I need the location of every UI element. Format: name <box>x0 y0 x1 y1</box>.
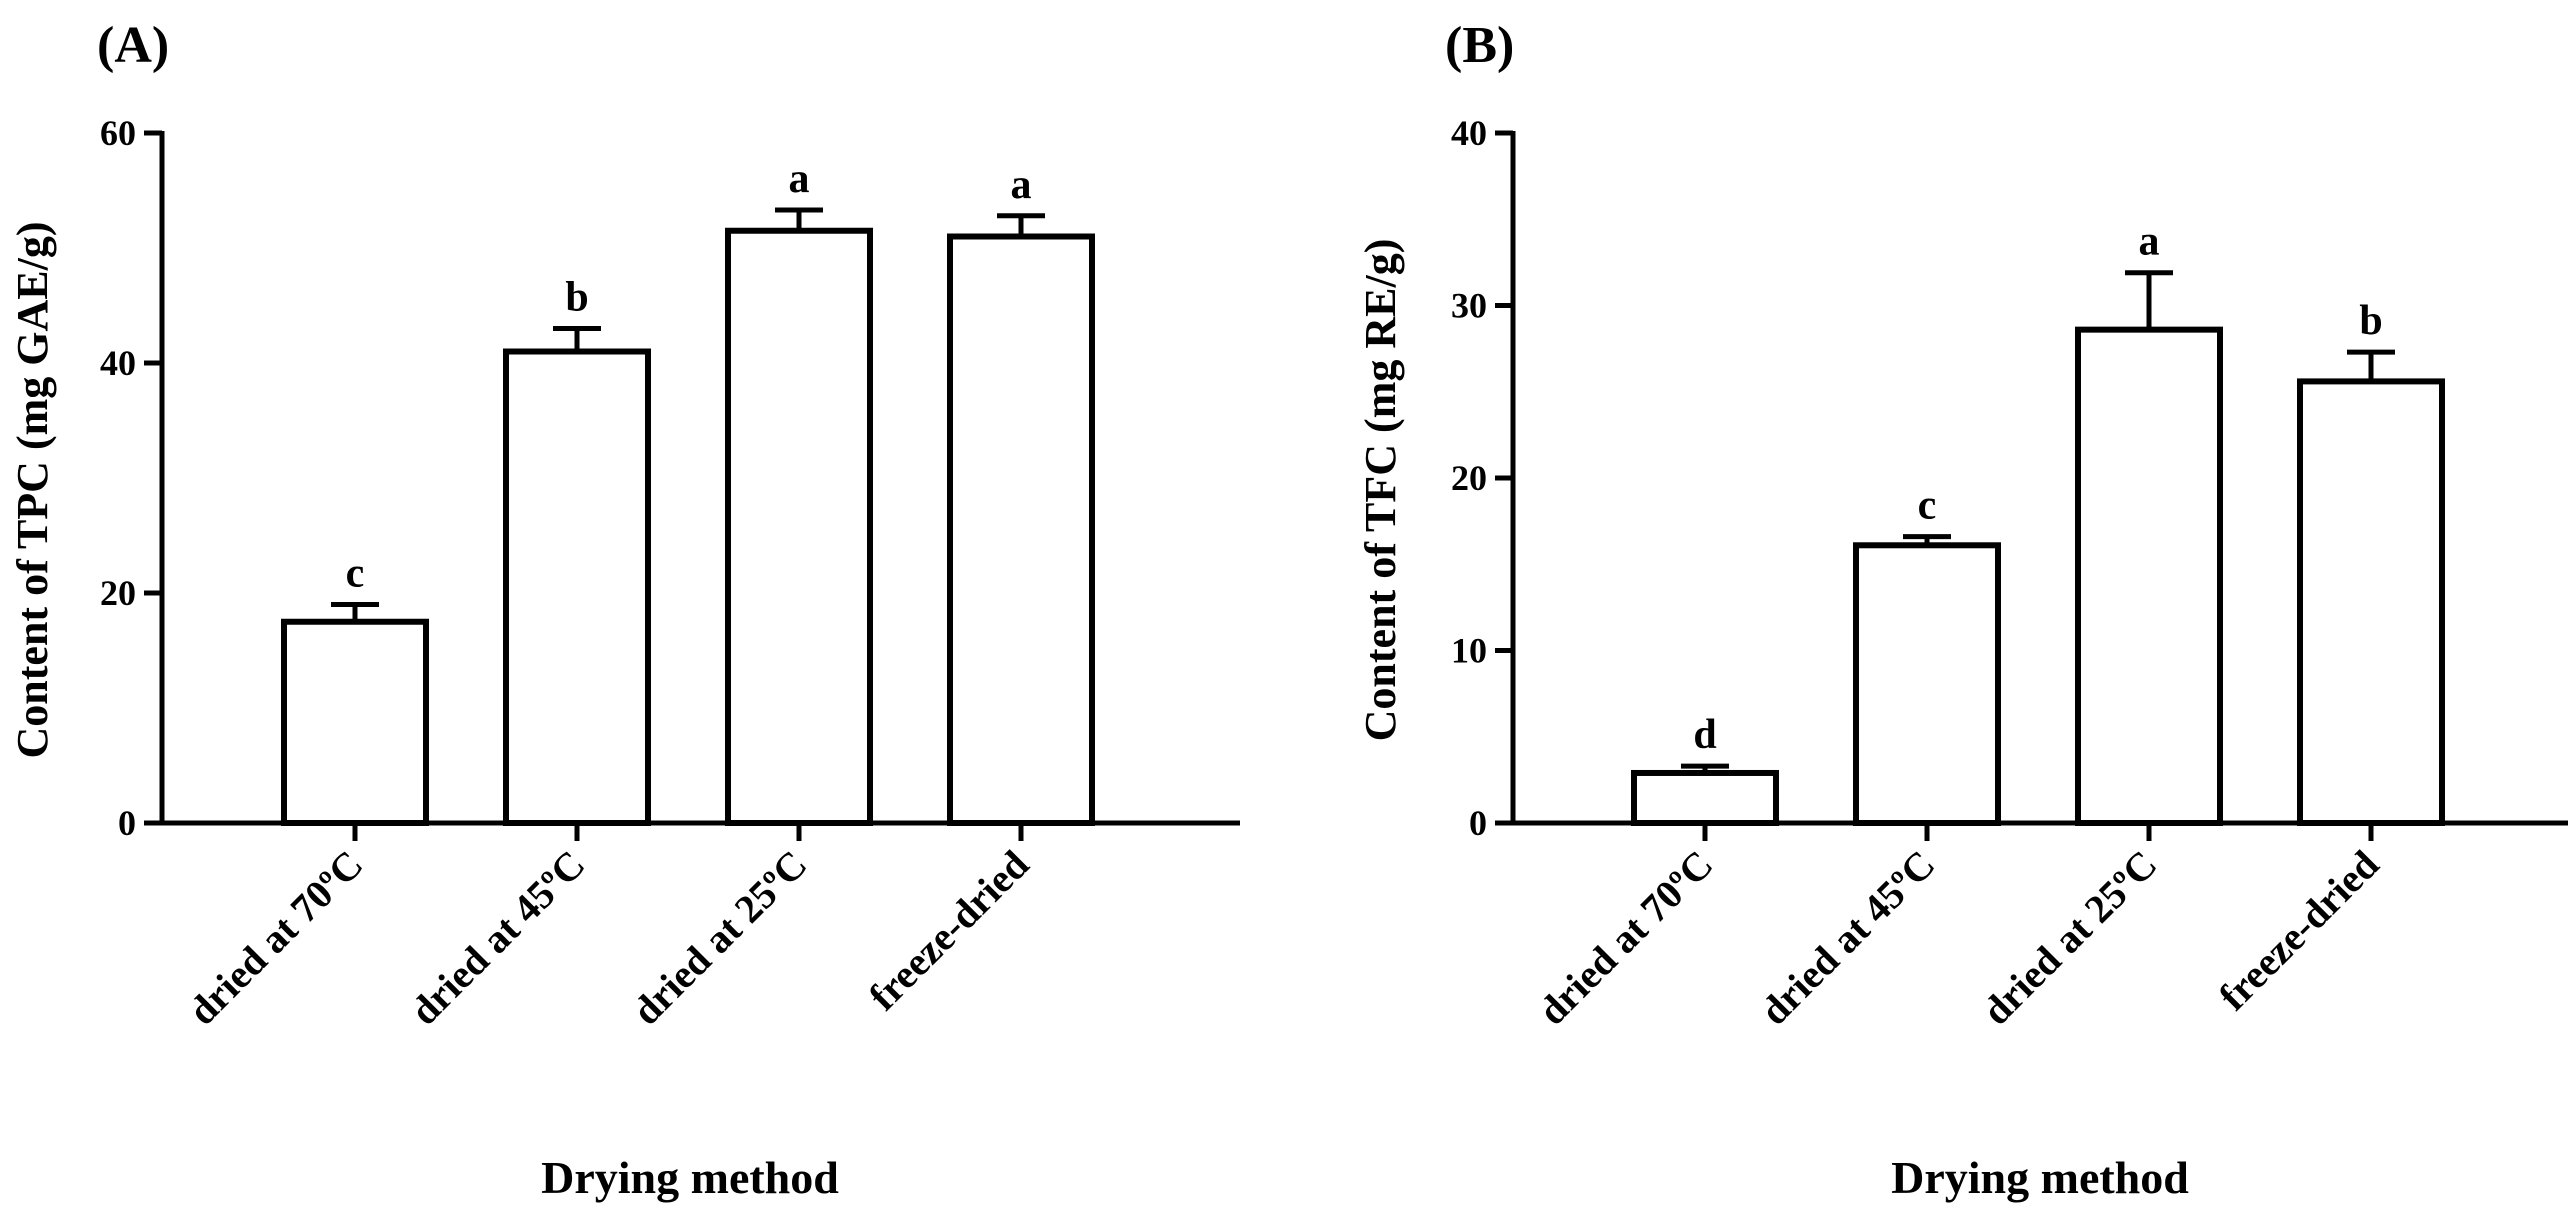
panel-b-y-tick-label: 30 <box>1451 286 1487 326</box>
panel-b-bar <box>1631 769 1779 826</box>
panel-b-category-label: dried at 45ºC <box>1751 842 1943 1034</box>
panel-a-y-tick-label: 0 <box>118 803 136 843</box>
panel-a-bar <box>947 233 1095 826</box>
panel-a-significance-label: b <box>565 275 588 321</box>
panel-b-bar <box>1853 542 2001 827</box>
panel-b-bar <box>2297 378 2445 826</box>
panel-a-x-axis-label: Drying method <box>541 1152 839 1203</box>
panel-a-y-tick-label: 20 <box>100 573 136 613</box>
panel-b-significance-label: b <box>2359 298 2382 344</box>
panel-b-significance-label: c <box>1918 483 1937 529</box>
panel-b-label: (B) <box>1445 17 1514 74</box>
panel-b-y-axis-label: Content of TFC (mg RE/g) <box>1356 239 1405 742</box>
panel-b-category-label: dried at 25ºC <box>1973 842 2165 1034</box>
panel-a-bar <box>503 348 651 826</box>
panel-b-category-label: dried at 70ºC <box>1529 842 1721 1034</box>
panel-a-bar <box>725 227 873 826</box>
panel-a-y-tick-label: 60 <box>100 113 136 153</box>
panel-b-significance-label: a <box>2139 219 2160 265</box>
panel-a: (A) Content of TPC (mg GAE/g) Drying met… <box>8 17 1240 1203</box>
panel-a-bar <box>281 618 429 826</box>
panel-b: (B) Content of TFC (mg RE/g) Drying meth… <box>1356 17 2568 1203</box>
panel-a-y-tick-label: 40 <box>100 343 136 383</box>
panel-a-category-label: freeze-dried <box>860 842 1037 1019</box>
panel-b-y-tick-label: 0 <box>1469 803 1487 843</box>
panel-a-significance-label: a <box>1011 162 1032 208</box>
panel-b-x-axis-label: Drying method <box>1891 1152 2189 1203</box>
panel-b-significance-label: d <box>1693 712 1716 758</box>
panel-a-significance-label: a <box>789 156 810 202</box>
panel-b-y-tick-label: 40 <box>1451 113 1487 153</box>
panel-a-category-label: dried at 70ºC <box>179 842 371 1034</box>
panel-a-category-label: dried at 25ºC <box>623 842 815 1034</box>
panel-a-category-label: dried at 45ºC <box>401 842 593 1034</box>
panel-a-label: (A) <box>97 17 169 74</box>
panel-b-y-tick-label: 10 <box>1451 631 1487 671</box>
panel-a-y-axis-label: Content of TPC (mg GAE/g) <box>8 222 57 759</box>
panel-b-category-label: freeze-dried <box>2210 842 2387 1019</box>
panel-a-significance-label: c <box>346 551 365 597</box>
panel-b-y-tick-label: 20 <box>1451 458 1487 498</box>
panel-b-bar <box>2075 326 2223 826</box>
